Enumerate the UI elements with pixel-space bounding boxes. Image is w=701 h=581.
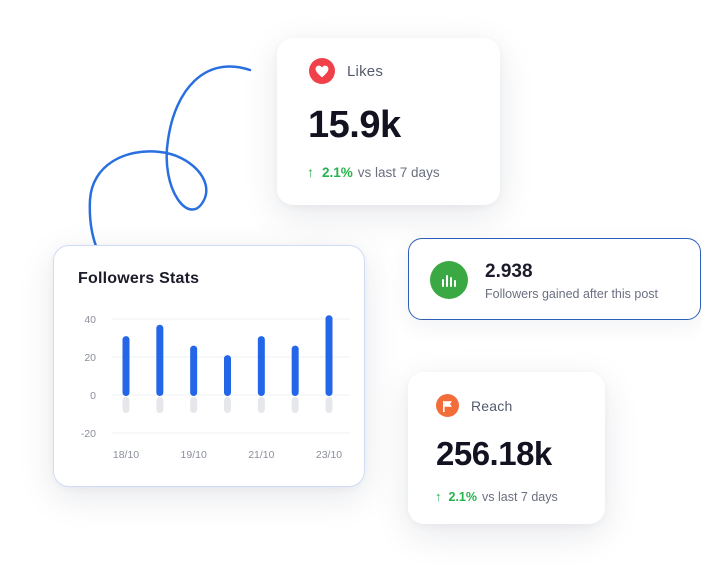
chart-bar[interactable] (325, 315, 333, 396)
chart-bar[interactable] (257, 336, 265, 396)
reach-value: 256.18k (436, 435, 552, 472)
likes-trend-text: vs last 7 days (357, 164, 440, 180)
heart-icon (309, 58, 335, 84)
arrow-up-icon: ↑ (307, 164, 314, 180)
arrow-up-icon: ↑ (435, 489, 442, 504)
reach-trend-text: vs last 7 days (482, 489, 558, 504)
x-tick-label: 19/10 (181, 449, 207, 461)
chart-bar-negative-stub (156, 397, 164, 413)
chart-bar-negative-stub (224, 397, 231, 413)
chart-bar[interactable] (190, 345, 198, 396)
chart-bar-negative-stub (122, 397, 130, 413)
followers-gained-label: Followers gained after this post (485, 287, 659, 301)
followers-bar-chart: 40 20 0 -20 18/10 19/10 21/10 23/10 (81, 314, 350, 461)
y-tick-label: 0 (90, 390, 96, 402)
followers-stats-card: Followers Stats 40 20 0 -20 18/10 19/10 21/10 2… (53, 245, 365, 487)
bar-chart-icon (430, 261, 468, 299)
chart-bar-negative-stub (291, 397, 299, 413)
chart-bar-negative-stub (325, 397, 333, 413)
likes-trend: ↑ 2.1% vs last 7 days (307, 164, 440, 180)
reach-label: Reach (471, 397, 513, 414)
chart-bar[interactable] (291, 345, 299, 396)
chart-bar[interactable] (122, 336, 130, 396)
chart-bar[interactable] (224, 355, 231, 396)
reach-trend: ↑ 2.1% vs last 7 days (435, 489, 558, 504)
followers-gained-value: 2.938 (485, 261, 533, 282)
chart-bar[interactable] (156, 324, 164, 396)
reach-trend-percent: 2.1% (448, 489, 478, 504)
y-tick-label: 40 (84, 314, 96, 326)
followers-stats-title: Followers Stats (78, 270, 200, 287)
x-tick-label: 23/10 (316, 449, 342, 461)
reach-card: Reach 256.18k ↑ 2.1% vs last 7 days (408, 372, 605, 524)
likes-value: 15.9k (308, 104, 401, 146)
chart-bar-negative-stub (257, 397, 265, 413)
y-tick-label: 20 (84, 352, 96, 364)
likes-label: Likes (347, 62, 384, 80)
x-tick-label: 21/10 (248, 449, 274, 461)
x-tick-label: 18/10 (113, 449, 139, 461)
chart-bar-negative-stub (190, 397, 198, 413)
y-tick-label: -20 (81, 428, 96, 440)
likes-card: Likes 15.9k ↑ 2.1% vs last 7 days (277, 38, 500, 205)
reach-header: Reach (436, 394, 512, 417)
flag-icon (436, 394, 459, 417)
followers-gained-card: 2.938 Followers gained after this post (408, 238, 701, 320)
likes-trend-percent: 2.1% (322, 164, 353, 180)
likes-header: Likes (309, 58, 383, 84)
